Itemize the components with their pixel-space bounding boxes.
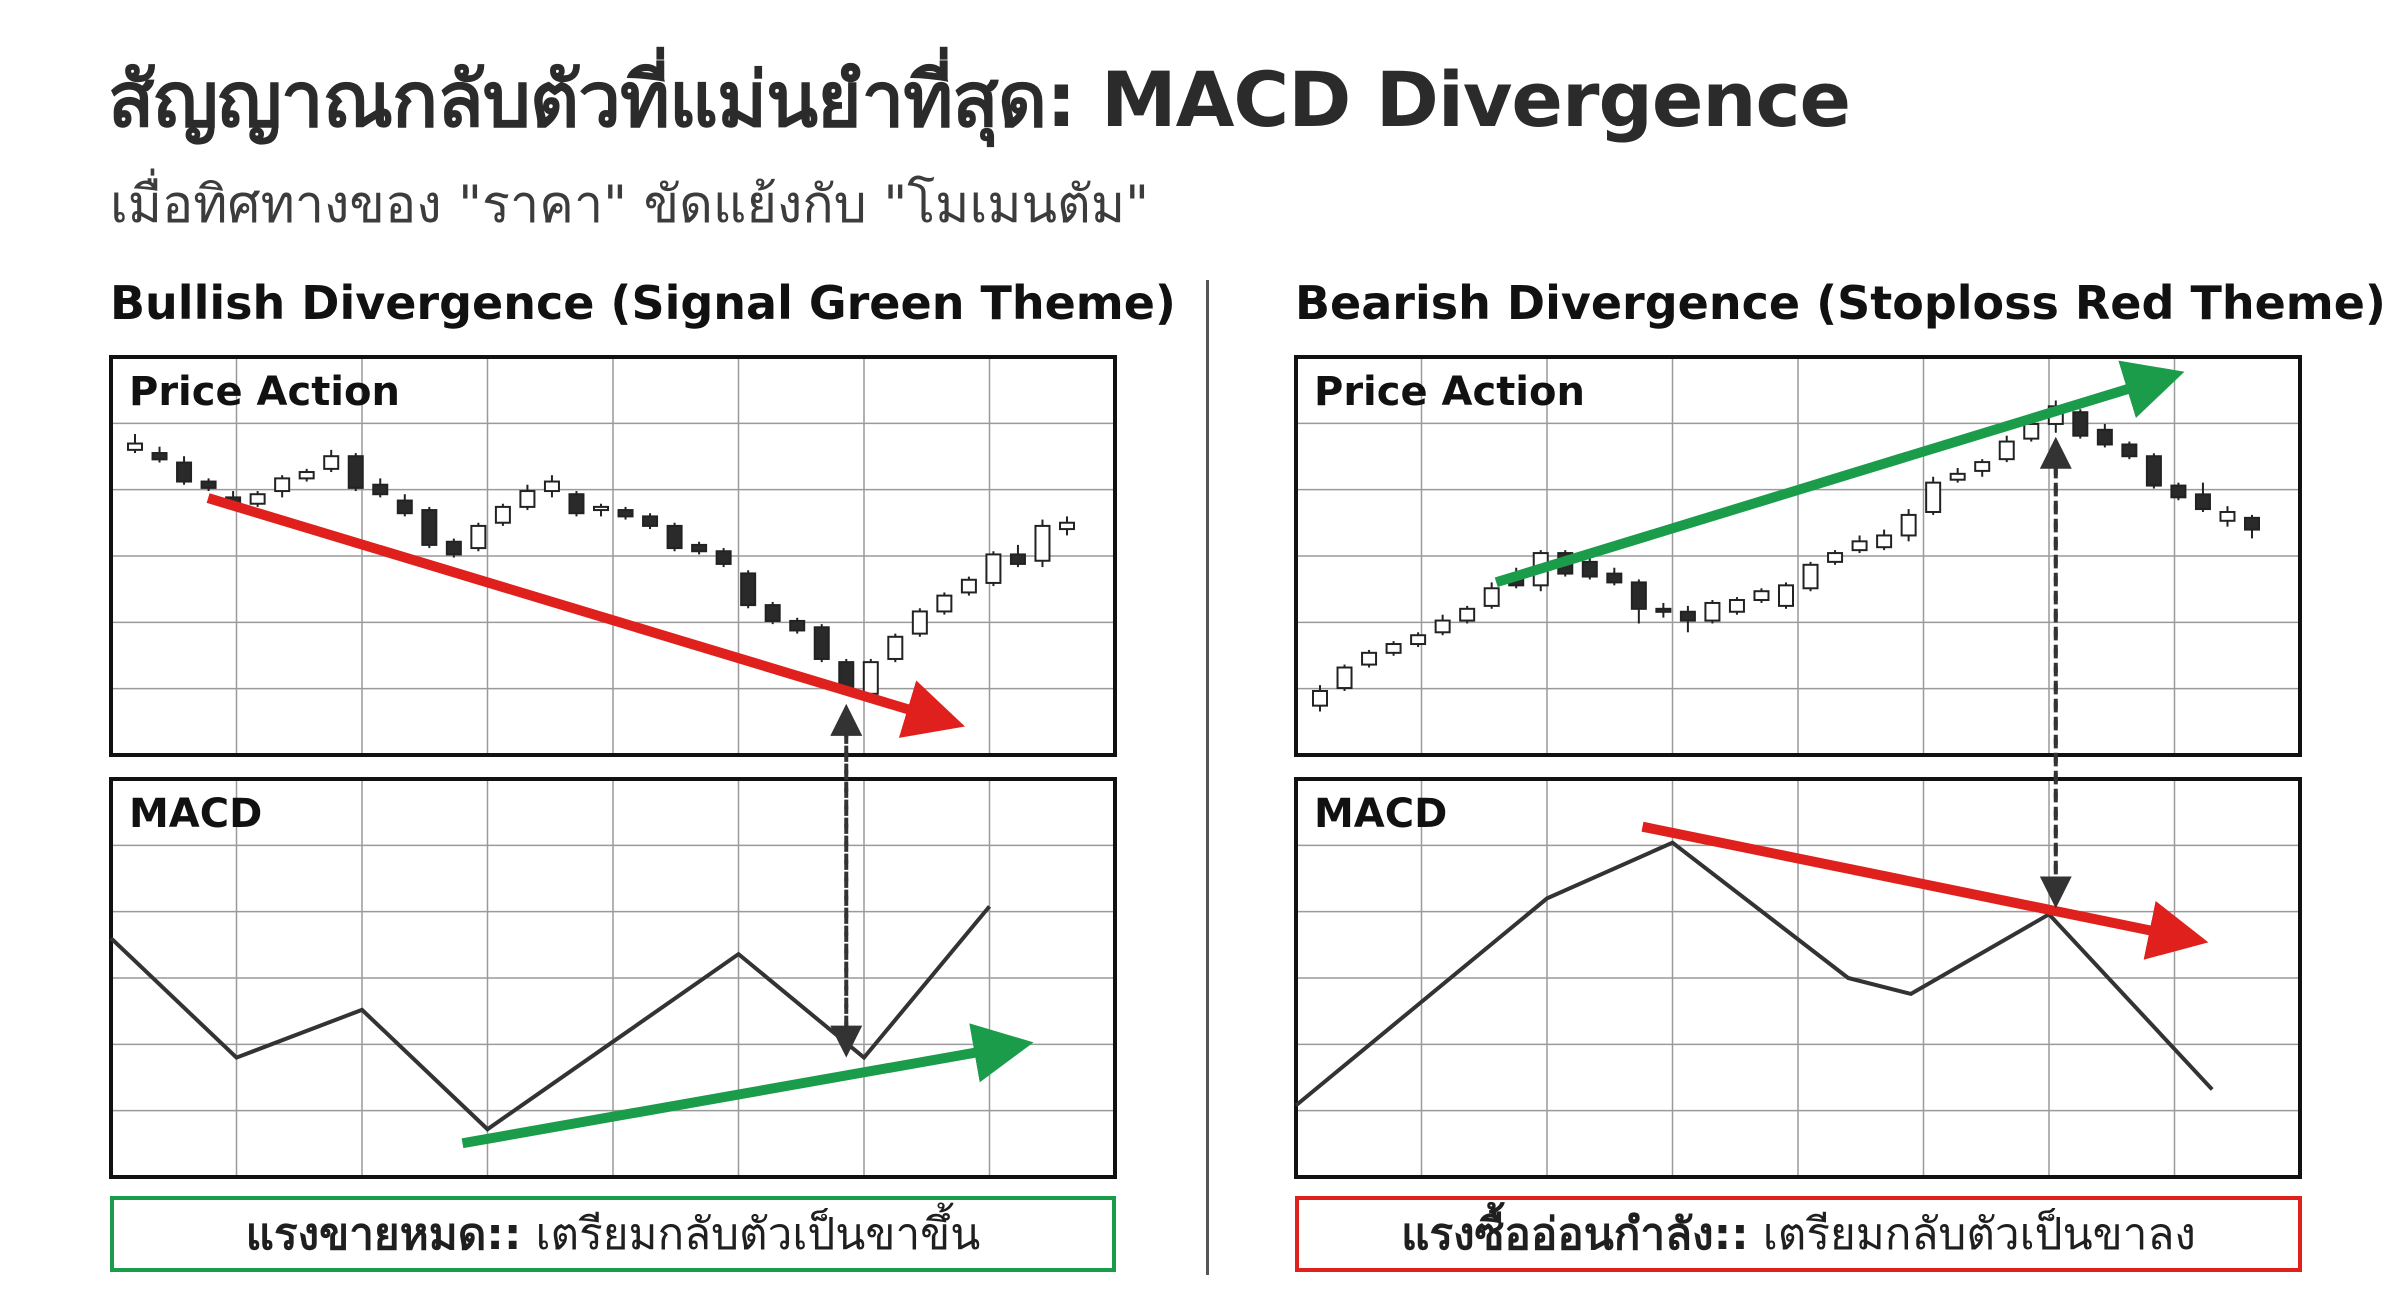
bullish-candle-body (764, 604, 781, 622)
bullish-candle-body (985, 553, 1002, 584)
bullish-candle-body (200, 480, 217, 489)
bearish-candle-body (1312, 689, 1328, 707)
bullish-macd-label: MACD (129, 791, 262, 837)
bearish-candle-body (2170, 484, 2187, 499)
bullish-candle-body (568, 493, 585, 515)
bearish-candle-body (1974, 461, 1991, 472)
bullish-candle-body (470, 524, 487, 550)
bullish-candle-body (372, 483, 389, 496)
bearish-caption-text: เตรียมกลับตัวเป็นขาลง (1748, 1209, 2196, 1260)
bullish-caption-banner: แรงขายหมด:: เตรียมกลับตัวเป็นขาขึ้น (110, 1196, 1116, 1272)
bearish-candle-body (2023, 422, 2040, 440)
bearish-candle-body (1827, 552, 1844, 563)
bullish-candle-body (249, 493, 266, 505)
bearish-candle-body (1851, 540, 1868, 552)
bullish-macd-trend-arrow (461, 1023, 1034, 1149)
bullish-candle-body (593, 505, 609, 512)
bearish-candle-body (1679, 610, 1696, 622)
bearish-candle-body (2072, 411, 2089, 437)
bullish-candle-body (887, 635, 904, 660)
bearish-price-label: Price Action (1314, 369, 1585, 415)
bullish-candle-body (862, 661, 879, 695)
page-subtitle: เมื่อทิศทางของ "ราคา" ขัดแย้งกับ "โมเมนต… (110, 175, 1150, 235)
bearish-candle-body (1483, 587, 1500, 607)
bearish-candle-body (2194, 493, 2211, 511)
bullish-candle-body (494, 505, 511, 524)
bearish-candle-body (1385, 643, 1402, 654)
bullish-candle-body (445, 540, 462, 556)
bullish-candle-body (519, 490, 536, 508)
bullish-caption-text: เตรียมกลับตัวเป็นขาขึ้น (521, 1209, 981, 1260)
bearish-panel-title: Bearish Divergence (Stoploss Red Theme) (1295, 276, 2386, 330)
bearish-candle-body (1606, 572, 1623, 584)
bullish-price-label: Price Action (129, 369, 400, 415)
bearish-candle-body (2244, 516, 2260, 531)
bullish-candle-body (298, 471, 315, 480)
bullish-candle-body (127, 442, 143, 451)
bearish-caption-strong: แรงซื้ออ่อนกำลัง:: (1401, 1209, 1749, 1260)
bullish-candle-body (911, 610, 928, 635)
bullish-macd-frame (109, 777, 1117, 1179)
bullish-macd-line (109, 905, 992, 1132)
bearish-macd-label: MACD (1314, 791, 1447, 837)
bearish-candle-body (2219, 510, 2236, 522)
bearish-candle-body (1410, 634, 1427, 646)
bullish-candle-body (151, 452, 168, 461)
bearish-candle-body (2145, 455, 2162, 487)
bearish-candle-body (1876, 534, 1893, 549)
bearish-candle-body (1581, 560, 1598, 578)
bearish-candle-body (2096, 428, 2113, 446)
bullish-candle-body (274, 477, 291, 493)
bearish-candle-body (1802, 563, 1819, 590)
bullish-candle-body (666, 524, 683, 550)
bearish-candle-body (1655, 607, 1672, 613)
bearish-candle-body (1630, 581, 1647, 610)
bullish-panel-title: Bullish Divergence (Signal Green Theme) (110, 276, 1176, 330)
bullish-candle-body (813, 626, 830, 660)
bullish-candle-body (960, 578, 977, 594)
bearish-price-frame (1294, 355, 2302, 757)
bullish-caption-strong: แรงขายหมด:: (245, 1209, 522, 1260)
bullish-price-frame (109, 355, 1117, 757)
bearish-candle-body (1949, 472, 1966, 481)
bullish-candle-body (715, 550, 732, 565)
bearish-candle-body (1728, 599, 1745, 613)
panel-divider (1206, 280, 1209, 1275)
bullish-candle-body (176, 461, 193, 483)
bullish-candle-body (1034, 524, 1051, 562)
bullish-candle-body (396, 499, 413, 515)
bearish-candle-body (1998, 440, 2015, 461)
bullish-candle-body (1009, 553, 1026, 565)
bearish-candle-body (1778, 584, 1794, 607)
bullish-candle-body (323, 455, 340, 470)
bearish-caption-banner: แรงซื้ออ่อนกำลัง:: เตรียมกลับตัวเป็นขาลง (1295, 1196, 2302, 1272)
bullish-candle-body (421, 509, 438, 546)
bullish-candle-body (347, 455, 364, 489)
bullish-candle-body (691, 543, 708, 553)
bearish-candle-body (1361, 651, 1378, 666)
bearish-candle-body (1704, 601, 1721, 622)
bearish-macd-line (1294, 840, 2214, 1107)
bearish-macd-frame (1294, 777, 2302, 1179)
bullish-candle-body (1059, 521, 1075, 531)
bearish-candle-body (1925, 481, 1942, 513)
bullish-candle-body (617, 509, 634, 518)
bearish-price-trend-arrow (1494, 360, 2185, 588)
bullish-candle-body (789, 619, 806, 632)
bullish-candle-body (543, 480, 560, 493)
bearish-candle-body (1459, 607, 1476, 622)
bearish-candle-body (1434, 619, 1451, 634)
bullish-candle-body (642, 515, 659, 527)
page-title: สัญญาณกลับตัวที่แม่นยำที่สุด: MACD Diver… (108, 55, 1851, 144)
bearish-candle-body (1900, 513, 1917, 537)
bearish-candle-body (2121, 443, 2138, 458)
bullish-candle-body (740, 572, 757, 607)
bearish-candle-body (1336, 666, 1353, 690)
bullish-candle-body (936, 594, 953, 613)
bearish-candle-body (1753, 590, 1770, 602)
bearish-macd-trend-arrow (1641, 821, 2209, 960)
bullish-price-trend-arrow (206, 493, 965, 738)
